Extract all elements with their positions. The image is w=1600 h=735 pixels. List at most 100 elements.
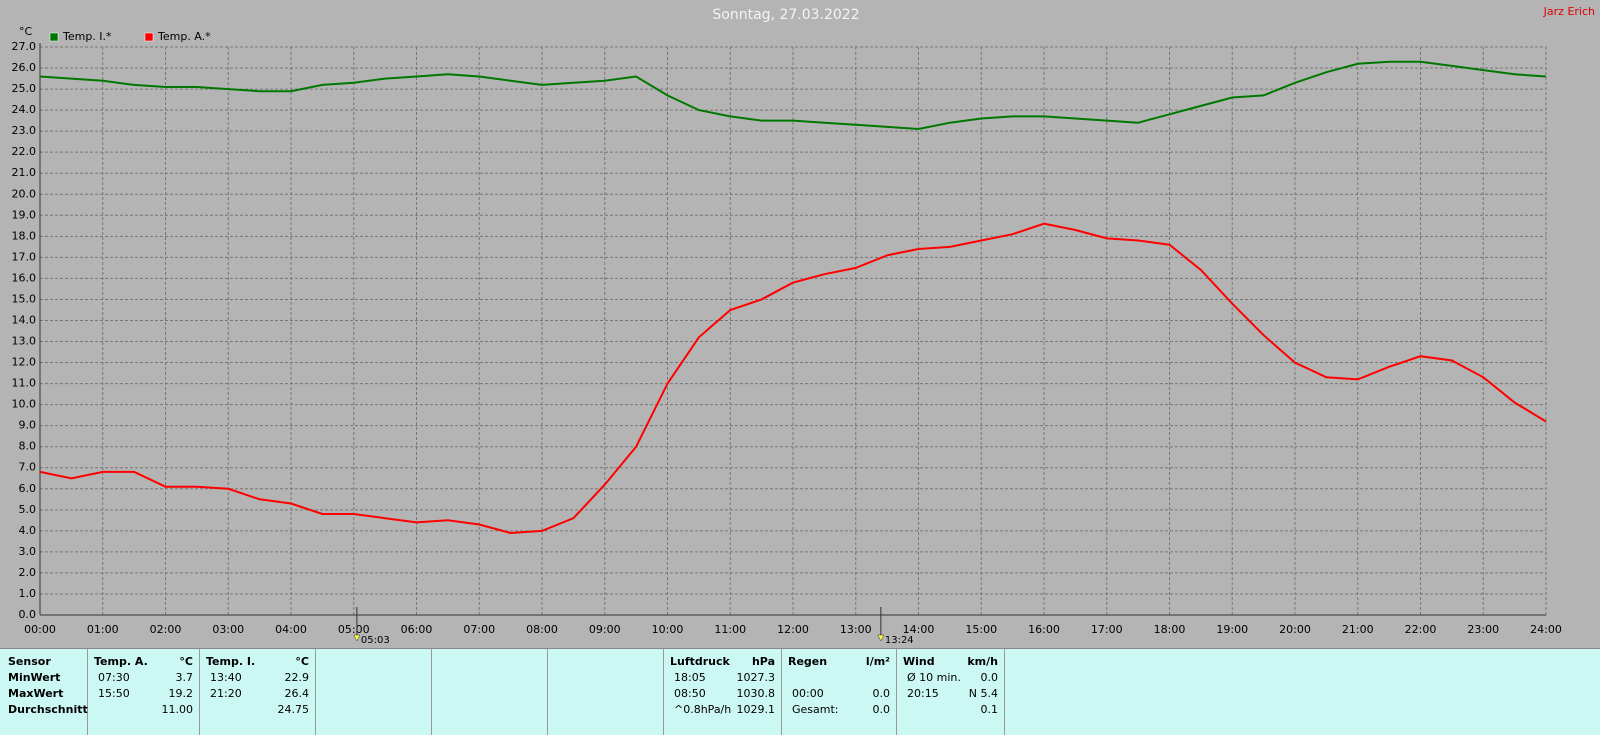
y-tick-label: 18.0 — [12, 229, 37, 242]
row-time: Gesamt: — [792, 703, 839, 716]
y-tick-label: 13.0 — [12, 335, 37, 348]
stats-panel: Sensor MinWert MaxWert Durchschnitt Temp. A.… — [0, 648, 1600, 735]
x-tick-label: 19:00 — [1216, 623, 1248, 636]
row-value: 1029.1 — [736, 703, 776, 716]
x-tick-label: 18:00 — [1154, 623, 1186, 636]
annotation-icon — [877, 634, 885, 642]
empty-cell — [432, 649, 548, 735]
row-value: 11.00 — [161, 703, 194, 716]
header-row: Luftdruck hPa — [670, 654, 775, 670]
x-tick-label: 12:00 — [777, 623, 809, 636]
y-tick-label: 9.0 — [19, 419, 37, 432]
annotation-label: 13:24 — [885, 635, 914, 646]
row-time: 15:50 — [98, 687, 130, 700]
row: MinWert — [8, 670, 81, 686]
legend-label: Temp. A.* — [157, 30, 211, 43]
row-value: 26.4 — [284, 687, 310, 700]
row-time: Ø 10 min. — [907, 671, 961, 684]
row: Ø 10 min. 0.0 — [903, 670, 998, 686]
row: Gesamt: 0.0 — [788, 702, 890, 718]
x-tick-label: 22:00 — [1405, 623, 1437, 636]
y-tick-label: 25.0 — [12, 82, 37, 95]
legend-swatch — [49, 32, 59, 42]
stats-column: Wind km/h Ø 10 min. 0.0 20:15 N 5.4 0.1 — [897, 649, 1005, 735]
series-line — [39, 60, 1547, 131]
annotation-label: 05:03 — [361, 635, 390, 646]
header: Sensor — [8, 655, 51, 668]
x-tick-label: 07:00 — [463, 623, 495, 636]
row-time: 00:00 — [792, 687, 824, 700]
y-tick-label: 14.0 — [12, 313, 37, 326]
group-name: Wind — [903, 655, 935, 668]
row-time: ^0.8hPa/h — [674, 703, 732, 716]
x-tick-label: 21:00 — [1342, 623, 1374, 636]
empty-cell — [316, 649, 432, 735]
empty-cell — [548, 649, 664, 735]
row-time: 08:50 — [674, 687, 706, 700]
row: 08:50 1030.8 — [670, 686, 775, 702]
sensor-column: Sensor MinWert MaxWert Durchschnitt — [0, 649, 88, 735]
y-tick-label: 0.0 — [19, 608, 37, 621]
y-tick-label: 2.0 — [19, 566, 37, 579]
y-tick-label: 7.0 — [19, 461, 37, 474]
x-tick-label: 01:00 — [87, 623, 119, 636]
row: ^0.8hPa/h 1029.1 — [670, 702, 775, 718]
row-time: 13:40 — [210, 671, 242, 684]
group-name: Temp. I. — [206, 655, 256, 668]
stats-column: Regen l/m² 00:00 0.0 Gesamt: 0.0 — [782, 649, 897, 735]
y-tick-label: 4.0 — [19, 524, 37, 537]
group-name: Luftdruck — [670, 655, 730, 668]
x-tick-label: 24:00 — [1530, 623, 1562, 636]
header-row: Sensor — [8, 654, 81, 670]
legend-swatch — [144, 32, 154, 42]
y-unit: °C — [19, 25, 33, 38]
y-tick-label: 26.0 — [12, 61, 37, 74]
y-tick-label: 10.0 — [12, 398, 37, 411]
x-tick-label: 23:00 — [1467, 623, 1499, 636]
row-label: Durchschnitt — [8, 703, 88, 716]
x-tick-label: 16:00 — [1028, 623, 1060, 636]
row-value: 22.9 — [284, 671, 310, 684]
stats-column: Temp. I. °C 13:40 22.9 21:20 26.4 24.75 — [200, 649, 316, 735]
x-tick-label: 10:00 — [652, 623, 684, 636]
row: 18:05 1027.3 — [670, 670, 775, 686]
x-tick-label: 13:00 — [840, 623, 872, 636]
y-tick-label: 22.0 — [12, 145, 37, 158]
row-value: 3.7 — [175, 671, 194, 684]
y-tick-label: 11.0 — [12, 377, 37, 390]
annotation-icon — [353, 634, 361, 642]
row-time: 21:20 — [210, 687, 242, 700]
header-row: Temp. I. °C — [206, 654, 309, 670]
x-tick-label: 20:00 — [1279, 623, 1311, 636]
row-label: MinWert — [8, 671, 61, 684]
row-value: 0.0 — [872, 687, 891, 700]
y-tick-label: 16.0 — [12, 271, 37, 284]
row: 13:40 22.9 — [206, 670, 309, 686]
group-unit: km/h — [967, 655, 998, 668]
y-tick-label: 20.0 — [12, 187, 37, 200]
row: 11.00 — [94, 702, 194, 718]
x-tick-label: 03:00 — [212, 623, 244, 636]
chart-title: Sonntag, 27.03.2022 — [712, 7, 859, 23]
x-tick-label: 15:00 — [965, 623, 997, 636]
y-tick-label: 19.0 — [12, 208, 37, 221]
row-value: N 5.4 — [968, 687, 998, 700]
x-tick-label: 17:00 — [1091, 623, 1123, 636]
row-time: 07:30 — [98, 671, 130, 684]
row: MaxWert — [8, 686, 81, 702]
group-name: Regen — [788, 655, 828, 668]
group-name: Temp. A. — [94, 655, 148, 668]
row-value: 24.75 — [277, 703, 310, 716]
y-tick-label: 24.0 — [12, 103, 37, 116]
y-tick-label: 15.0 — [12, 292, 37, 305]
header-row: Wind km/h — [903, 654, 998, 670]
row: 15:50 19.2 — [94, 686, 193, 702]
row-label: MaxWert — [8, 687, 64, 700]
group-unit: l/m² — [865, 655, 890, 668]
row: Durchschnitt — [8, 702, 88, 718]
row-value: 0.0 — [980, 671, 999, 684]
row-time: 18:05 — [674, 671, 706, 684]
chart: Sonntag, 27.03.2022 Jarz Erich °C 0.0 1.0… — [12, 5, 1596, 646]
row-value: 19.2 — [168, 687, 194, 700]
